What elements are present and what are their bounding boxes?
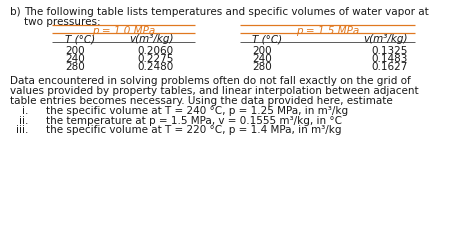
Text: values provided by property tables, and linear interpolation between adjacent: values provided by property tables, and …: [10, 86, 418, 96]
Text: table entries becomes necessary. Using the data provided here, estimate: table entries becomes necessary. Using t…: [10, 95, 392, 105]
Text: iii.: iii.: [16, 125, 28, 135]
Text: 0.1483: 0.1483: [371, 54, 407, 64]
Text: p = 1.0 MPa: p = 1.0 MPa: [92, 26, 155, 36]
Text: two pressures:: two pressures:: [24, 17, 100, 27]
Text: 240: 240: [65, 54, 85, 64]
Text: 0.2480: 0.2480: [138, 62, 174, 72]
Text: v(m³/kg): v(m³/kg): [363, 35, 407, 44]
Text: the specific volume at T = 220 °C, p = 1.4 MPa, in m³/kg: the specific volume at T = 220 °C, p = 1…: [46, 125, 341, 135]
Text: 240: 240: [251, 54, 271, 64]
Text: 200: 200: [251, 46, 271, 57]
Text: 0.2060: 0.2060: [138, 46, 174, 57]
Text: 280: 280: [251, 62, 271, 72]
Text: v(m³/kg): v(m³/kg): [129, 35, 174, 44]
Text: Data encountered in solving problems often do not fall exactly on the grid of: Data encountered in solving problems oft…: [10, 77, 410, 87]
Text: i.: i.: [21, 106, 28, 116]
Text: The following table lists temperatures and specific volumes of water vapor at: The following table lists temperatures a…: [24, 7, 428, 17]
Text: ii.: ii.: [19, 115, 28, 125]
Text: p = 1.5 MPa: p = 1.5 MPa: [295, 26, 358, 36]
Text: 200: 200: [65, 46, 84, 57]
Text: T (°C): T (°C): [251, 35, 281, 44]
Text: 0.1627: 0.1627: [371, 62, 407, 72]
Text: T (°C): T (°C): [65, 35, 95, 44]
Text: 0.2275: 0.2275: [138, 54, 174, 64]
Text: b): b): [10, 7, 20, 17]
Text: 280: 280: [65, 62, 85, 72]
Text: 0.1325: 0.1325: [371, 46, 407, 57]
Text: the temperature at p = 1.5 MPa, v = 0.1555 m³/kg, in °C: the temperature at p = 1.5 MPa, v = 0.15…: [46, 115, 341, 125]
Text: the specific volume at T = 240 °C, p = 1.25 MPa, in m³/kg: the specific volume at T = 240 °C, p = 1…: [46, 106, 347, 116]
